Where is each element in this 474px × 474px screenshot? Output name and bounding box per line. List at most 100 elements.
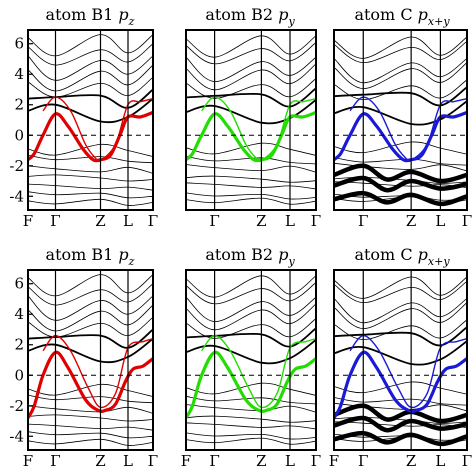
x-tick-label: Γ (462, 452, 472, 470)
plot-area (186, 275, 316, 445)
band-line (186, 182, 316, 190)
plot-area (334, 276, 467, 447)
band-line (186, 415, 316, 423)
y-axis-label-top: E (0, 112, 2, 124)
band-line (186, 164, 316, 173)
band-lines (28, 274, 153, 446)
y-tick-label: 0 (14, 366, 24, 384)
plot-frame (185, 29, 317, 211)
projected-band-line (28, 350, 153, 419)
y-tick-label: -4 (9, 427, 24, 445)
y-tick-label: -2 (9, 157, 24, 175)
band-line (186, 78, 316, 99)
x-tick-label: Γ (50, 452, 60, 470)
x-tick-label: F (329, 452, 339, 470)
plot-frame (333, 29, 468, 211)
plot-frame (333, 269, 468, 451)
x-tick-label: Γ (209, 452, 219, 470)
y-tick-label: 6 (14, 275, 24, 293)
band-line (186, 35, 316, 58)
plot-frame (27, 29, 154, 211)
band-line (28, 97, 153, 124)
band-line (28, 143, 153, 157)
x-tick-label: L (123, 452, 133, 470)
x-tick-label: L (123, 212, 133, 230)
band-line (28, 198, 153, 206)
plot-frame (27, 269, 154, 451)
band-line (186, 175, 316, 183)
projected-band-line (334, 350, 467, 419)
x-tick-label: Z (256, 212, 266, 230)
band-line-weighted (334, 175, 467, 193)
band-line-weighted (334, 430, 467, 447)
band-line-weighted (334, 190, 467, 207)
band-line (28, 423, 153, 431)
y-axis-label-bottom: E (0, 350, 2, 362)
plot-frame (185, 269, 317, 451)
band-line (334, 79, 467, 101)
band-line (334, 280, 467, 304)
band-line (28, 283, 153, 306)
plot-area (28, 34, 153, 206)
band-line (186, 192, 316, 200)
x-tick-label: L (285, 452, 295, 470)
y-tick-label: 6 (14, 35, 24, 53)
plot-area (28, 274, 153, 446)
panel-title: atom B1 pz (46, 5, 135, 28)
x-tick-label: Γ (209, 212, 219, 230)
band-lines (28, 34, 153, 206)
band-line (186, 303, 316, 331)
band-line (28, 191, 153, 199)
projected-band-line (349, 96, 467, 163)
x-tick-label: L (435, 452, 445, 470)
band-line-weighted (334, 163, 467, 184)
band-line (28, 183, 153, 191)
band-line (186, 87, 316, 108)
band-line (186, 42, 316, 65)
band-line-weighted (334, 415, 467, 433)
panel-title: atom B2 py (205, 5, 295, 28)
x-tick-label: F (23, 452, 33, 470)
band-line (334, 86, 467, 107)
projected-band-line (42, 96, 153, 163)
x-tick-label: Γ (358, 212, 368, 230)
band-line (28, 43, 153, 66)
band-line (186, 422, 316, 430)
band-line (334, 319, 467, 341)
band-line (28, 304, 153, 332)
x-tick-label: Γ (358, 452, 368, 470)
band-line (334, 36, 467, 59)
band-lines (186, 275, 316, 445)
x-tick-label: F (181, 452, 191, 470)
band-line (28, 431, 153, 439)
y-tick-label: 0 (14, 126, 24, 144)
panel-title: atom B2 py (205, 245, 295, 268)
y-tick-label: -4 (9, 187, 24, 205)
band-line (28, 383, 153, 397)
plot-area (334, 36, 467, 207)
band-line (186, 395, 316, 405)
band-line (28, 174, 153, 182)
band-line (334, 298, 467, 324)
plot-area (186, 35, 316, 205)
x-tick-label: L (285, 212, 295, 230)
x-tick-label: Γ (148, 452, 158, 470)
band-line (28, 394, 153, 404)
x-tick-label: Z (95, 452, 105, 470)
x-tick-label: Γ (311, 452, 321, 470)
x-tick-label: Γ (50, 212, 60, 230)
band-lines (334, 36, 467, 207)
band-line (28, 76, 153, 98)
band-line (334, 58, 467, 84)
projected-band-line (349, 334, 467, 409)
band-line (28, 316, 153, 338)
